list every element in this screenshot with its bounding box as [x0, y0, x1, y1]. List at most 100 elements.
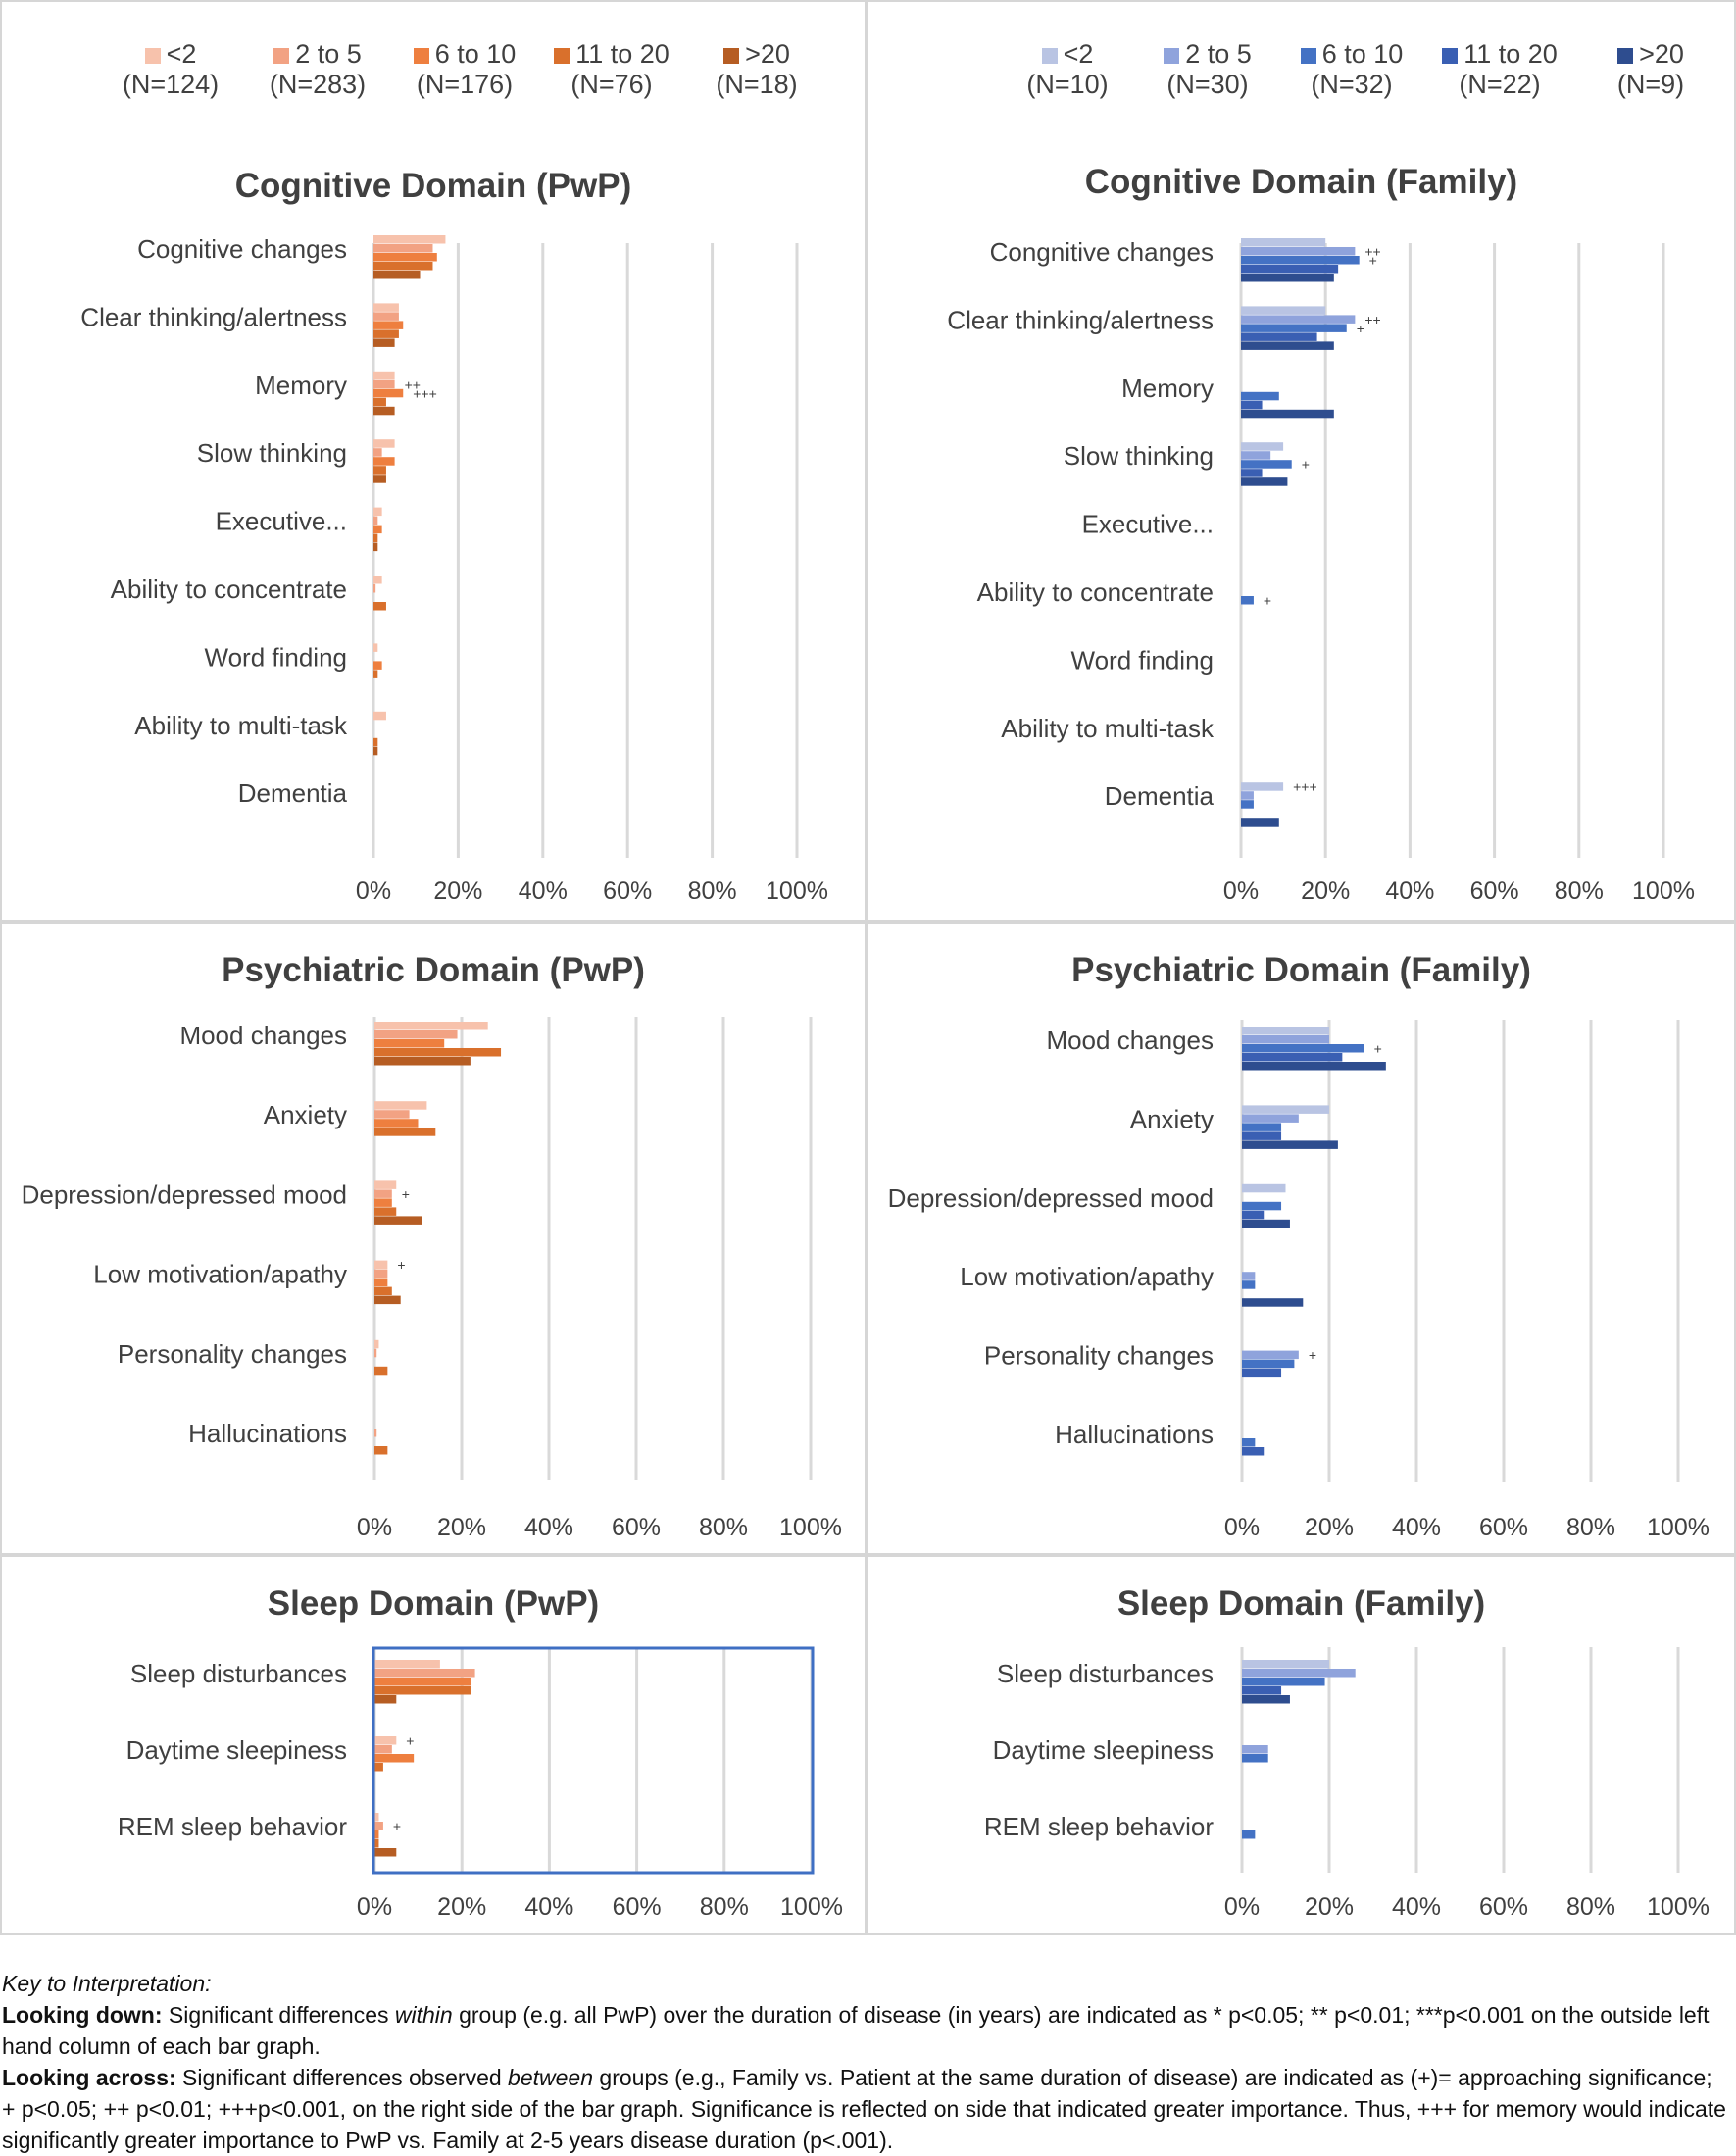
significance-marker: +: [1369, 253, 1377, 269]
bar: [374, 1278, 388, 1287]
bar: [373, 576, 382, 584]
key-across-text-1: Significant differences observed: [175, 2065, 509, 2090]
panel-cognitive-pwp: [0, 0, 867, 922]
significance-marker: +: [393, 1819, 401, 1834]
bar: [374, 1736, 397, 1745]
highlight-box: [372, 1646, 815, 1875]
x-tick-label: 0%: [1224, 1514, 1260, 1541]
legend-count: (N=176): [416, 70, 514, 99]
category-label: Personality changes: [984, 1341, 1214, 1371]
x-tick-label: 60%: [1470, 877, 1519, 905]
category-label: REM sleep behavior: [118, 1812, 347, 1841]
bar: [1242, 1044, 1364, 1053]
bar: [1241, 400, 1263, 410]
x-tick-label: 20%: [1301, 877, 1350, 905]
bar: [1242, 1123, 1282, 1131]
bar: [1242, 1105, 1329, 1114]
legend-item: >20 (N=9): [1577, 39, 1724, 100]
legend-count: (N=32): [1311, 70, 1393, 99]
bar: [374, 1295, 401, 1305]
bar: [373, 746, 378, 756]
bar: [1242, 1754, 1268, 1763]
legend-label: <2: [97, 39, 244, 70]
significance-marker: +: [402, 1186, 410, 1202]
bar: [373, 533, 378, 543]
x-tick-label: 80%: [1566, 1893, 1615, 1921]
x-tick-label: 0%: [357, 1893, 392, 1921]
x-tick-label: 0%: [1223, 877, 1259, 905]
legend-count: (N=124): [122, 70, 220, 99]
category-label: Mood changes: [179, 1021, 347, 1050]
bar: [1242, 1183, 1286, 1193]
bar: [373, 643, 378, 652]
bar: [1241, 274, 1334, 282]
key-down-label: Looking down:: [2, 2002, 163, 2028]
legend-item: 2 to 5 (N=30): [1134, 39, 1281, 100]
bar: [373, 507, 382, 517]
key-across-text-2: groups (e.g., Family vs. Patient at the …: [2, 2065, 1726, 2153]
legend-count: (N=9): [1616, 70, 1685, 99]
category-label: Ability to concentrate: [111, 575, 347, 604]
bar: [1242, 1035, 1329, 1044]
bar: [1242, 1298, 1304, 1307]
legend-label-text: <2: [166, 39, 197, 69]
bar: [1242, 1660, 1329, 1669]
bar: [373, 321, 404, 329]
bar: [374, 1269, 388, 1279]
bar: [374, 1339, 379, 1349]
legend-label-text: 2 to 5: [1185, 39, 1252, 69]
bar: [373, 371, 395, 380]
bar: [1241, 238, 1326, 247]
bar: [1241, 791, 1254, 800]
bar: [373, 516, 378, 526]
chart-2: 0% 20% 40% 60% 80% 100% Mood changes Anxiety Dep…: [22, 1017, 842, 1541]
bar: [373, 379, 395, 389]
category-label: Mood changes: [1046, 1026, 1214, 1055]
x-tick-label: 0%: [356, 877, 391, 905]
bar: [373, 711, 386, 721]
legend-label-text: >20: [1639, 39, 1684, 69]
category-label: Cognitive changes: [137, 234, 347, 264]
key-down-text-2: group (e.g. all PwP) over the duration o…: [2, 2002, 1710, 2059]
category-label: REM sleep behavior: [984, 1812, 1214, 1841]
x-tick-label: 80%: [1555, 877, 1604, 905]
bar: [374, 1039, 445, 1048]
bar: [373, 388, 404, 398]
bar: [1241, 451, 1271, 460]
x-tick-label: 60%: [603, 877, 652, 905]
x-tick-label: 60%: [612, 1514, 661, 1541]
legend-swatch: [144, 47, 161, 64]
bar: [374, 1030, 458, 1039]
legend-item: 6 to 10 (N=176): [391, 39, 538, 100]
bar: [374, 1119, 419, 1128]
legend-label: 6 to 10: [1278, 39, 1425, 70]
bar: [1241, 332, 1317, 341]
bar: [373, 602, 386, 611]
category-label: Personality changes: [118, 1339, 347, 1369]
bar: [374, 1057, 471, 1066]
legend-count: (N=10): [1026, 70, 1109, 99]
legend-item: 2 to 5 (N=283): [244, 39, 391, 100]
bar: [1242, 1027, 1329, 1035]
category-label: Ability to multi-task: [134, 711, 348, 740]
chart-4: 0% 20% 40% 60% 80% 100% Sleep disturbances Dayt…: [118, 1647, 843, 1921]
bar: [1241, 596, 1254, 605]
legend-swatch: [1617, 47, 1634, 64]
category-label: Executive...: [1082, 510, 1214, 539]
x-tick-label: 40%: [1392, 1893, 1441, 1921]
bar: [1242, 1210, 1265, 1220]
category-label: Memory: [1121, 374, 1214, 403]
bar: [374, 1660, 440, 1669]
category-label: Slow thinking: [1064, 441, 1214, 471]
bar: [374, 1669, 475, 1678]
bar: [373, 253, 437, 262]
significance-marker: +: [397, 1257, 405, 1273]
legend-label-text: <2: [1063, 39, 1094, 69]
bar: [1242, 1745, 1268, 1754]
chart-title-sleep-family: Sleep Domain (Family): [1116, 1584, 1486, 1623]
bar: [1242, 1131, 1282, 1140]
bar: [374, 1686, 471, 1695]
chart-0: 0% 20% 40% 60% 80% 100% Cognitive changes Clear…: [80, 234, 828, 905]
key-down-text-1: Significant differences: [162, 2002, 395, 2028]
bar: [374, 1128, 436, 1136]
